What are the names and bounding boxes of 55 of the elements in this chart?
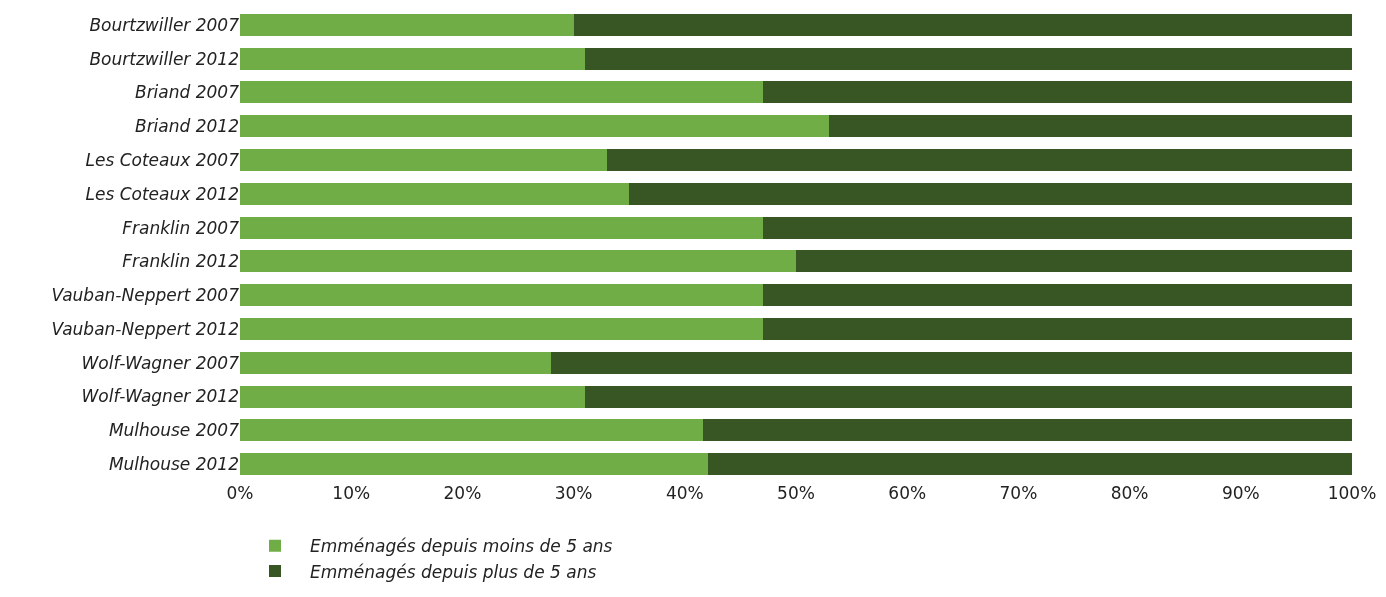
- y-tick-label: Wolf-Wagner 2007: [81, 352, 240, 373]
- bar: [240, 13, 574, 36]
- bar: [762, 216, 1352, 239]
- y-tick-label: Franklin 2012: [122, 251, 239, 272]
- x-tick-label: 20%: [443, 483, 482, 503]
- x-tick-label: 90%: [1221, 483, 1260, 503]
- bar: [240, 216, 763, 239]
- y-tick-label: Bourtzwiller 2007: [89, 14, 240, 35]
- bar: [240, 81, 763, 104]
- y-tick-label: Mulhouse 2007: [108, 420, 240, 441]
- bar: [240, 47, 585, 70]
- bar: [240, 419, 703, 442]
- bar: [240, 385, 585, 408]
- bar: [708, 453, 1352, 476]
- bar: [240, 317, 763, 340]
- bar: [240, 284, 763, 307]
- bar: [584, 385, 1352, 408]
- y-tick-label: Franklin 2007: [122, 217, 240, 238]
- bar: [240, 149, 607, 172]
- x-tick-label: 10%: [332, 483, 371, 503]
- y-tick-label: Briand 2007: [134, 82, 240, 103]
- bar: [240, 115, 830, 138]
- y-tick-label: Bourtzwiller 2012: [89, 48, 239, 69]
- y-tick-label: Wolf-Wagner 2012: [81, 386, 239, 407]
- bar: [606, 149, 1352, 172]
- bar: [762, 317, 1352, 340]
- legend-label: Emménagés depuis moins de 5 ans: [310, 536, 613, 557]
- x-tick-label: 50%: [777, 483, 815, 503]
- bar: [762, 284, 1352, 307]
- bar: [629, 182, 1352, 205]
- bar: [702, 419, 1352, 442]
- bar: [829, 115, 1352, 138]
- bar: [573, 13, 1352, 36]
- bar: [240, 351, 552, 374]
- bar: [762, 81, 1352, 104]
- bar: [584, 47, 1352, 70]
- bar: [551, 351, 1352, 374]
- bar: [796, 250, 1352, 273]
- y-tick-label: Les Coteaux 2007: [85, 149, 240, 170]
- x-tick-label: 70%: [999, 483, 1038, 503]
- y-tick-label: Vauban-Neppert 2012: [51, 318, 239, 339]
- bar: [240, 182, 630, 205]
- x-tick-label: 80%: [1110, 483, 1149, 503]
- x-tick-label: 30%: [554, 483, 593, 503]
- x-tick-label: 100%: [1327, 483, 1377, 503]
- y-tick-label: Briand 2012: [134, 116, 239, 137]
- y-tick-label: Les Coteaux 2012: [85, 183, 239, 204]
- x-tick-label: 0%: [226, 483, 254, 503]
- x-tick-label: 40%: [665, 483, 704, 503]
- bar: [240, 453, 709, 476]
- y-tick-label: Mulhouse 2012: [108, 454, 239, 475]
- y-tick-label: Vauban-Neppert 2007: [51, 285, 240, 306]
- bar: [240, 250, 796, 273]
- legend-label: Emménagés depuis plus de 5 ans: [310, 561, 597, 582]
- x-tick-label: 60%: [888, 483, 927, 503]
